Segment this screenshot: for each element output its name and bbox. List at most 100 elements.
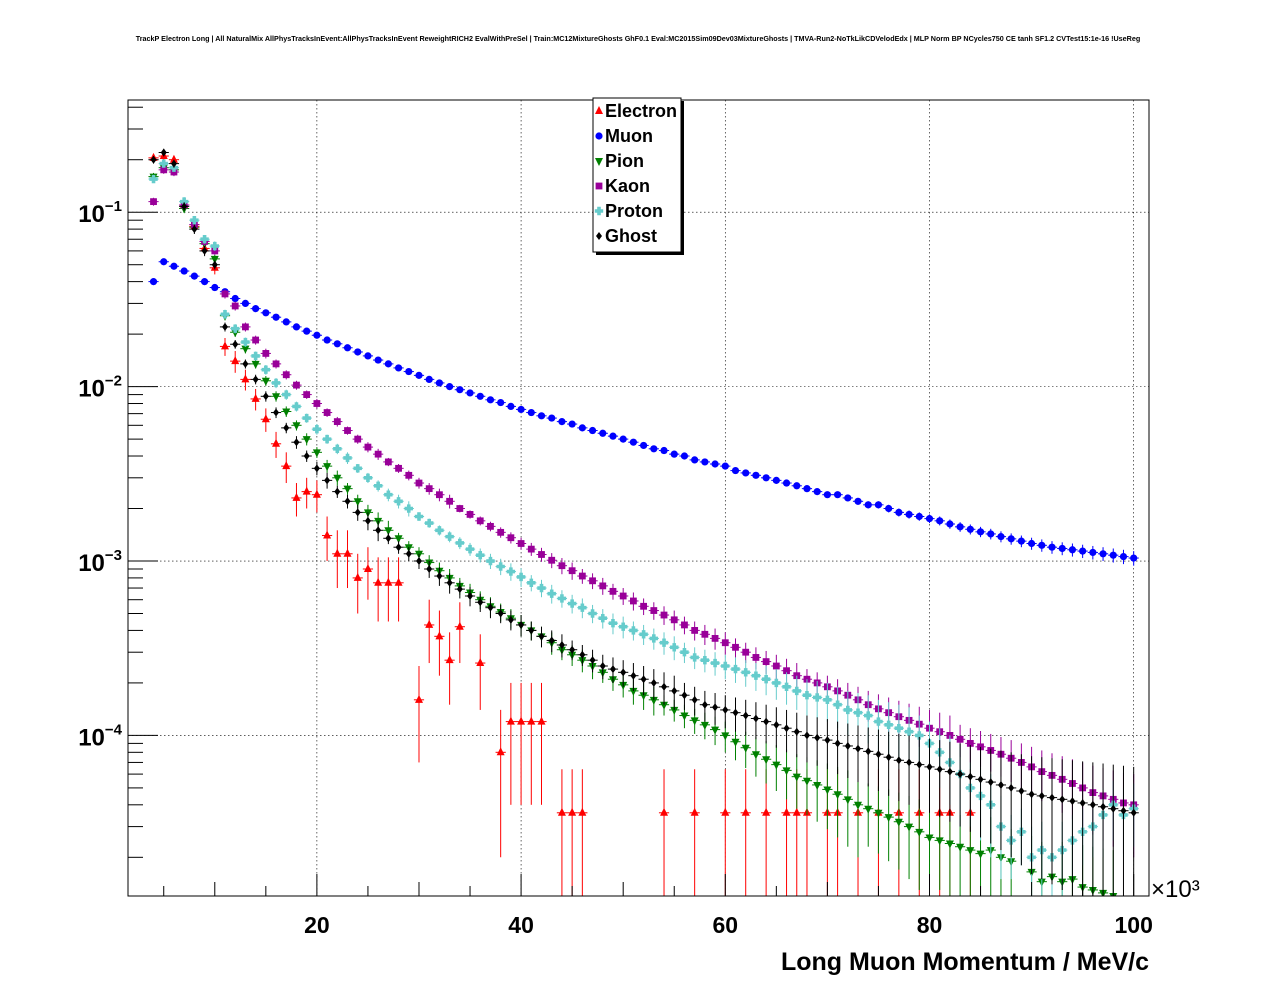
data-point — [863, 501, 874, 509]
point-marker — [353, 498, 362, 507]
point-marker — [210, 241, 219, 251]
data-point — [393, 463, 404, 473]
point-marker — [476, 517, 484, 525]
data-point — [260, 376, 271, 386]
point-marker — [293, 381, 300, 389]
point-marker — [976, 850, 985, 859]
point-marker — [987, 530, 995, 538]
data-point — [883, 789, 894, 862]
point-marker — [599, 582, 607, 590]
legend: Electron Muon Pion Kaon Proton Ghost — [592, 97, 684, 255]
data-point — [1046, 541, 1058, 554]
y-tick-label: 10−1 — [78, 198, 122, 228]
point-marker — [1089, 548, 1097, 557]
point-marker — [476, 550, 485, 560]
point-marker — [721, 462, 729, 470]
data-point — [658, 769, 670, 896]
point-marker — [242, 323, 249, 331]
point-marker — [609, 665, 616, 674]
point-marker — [292, 422, 301, 431]
data-point — [893, 508, 904, 517]
data-point — [373, 448, 384, 460]
point-marker — [946, 520, 954, 528]
data-point — [270, 407, 282, 419]
point-marker — [435, 631, 444, 640]
data-point — [822, 682, 833, 722]
legend-marker-electron — [595, 106, 603, 114]
legend-label-electron: Electron — [605, 101, 677, 121]
data-point — [720, 654, 731, 680]
data-point — [434, 488, 445, 502]
data-point — [321, 434, 333, 444]
point-marker — [272, 393, 281, 402]
point-marker — [160, 148, 167, 157]
data-point — [720, 695, 731, 729]
data-point — [301, 327, 312, 335]
data-point — [597, 429, 608, 437]
data-point — [454, 504, 465, 513]
y-tick-label: 10−4 — [78, 721, 122, 751]
data-point — [914, 736, 925, 809]
data-point — [812, 681, 823, 719]
point-marker — [395, 464, 402, 472]
data-point — [1016, 535, 1027, 548]
data-point — [515, 615, 527, 637]
data-point — [219, 309, 231, 320]
point-marker — [272, 360, 280, 368]
data-point — [362, 512, 374, 531]
point-marker — [466, 511, 474, 518]
point-marker — [231, 356, 240, 365]
point-marker — [446, 497, 454, 505]
point-marker — [1008, 783, 1015, 792]
point-marker — [691, 627, 699, 634]
point-marker — [405, 471, 413, 479]
data-point — [761, 740, 772, 784]
point-marker — [272, 313, 280, 321]
data-point — [679, 682, 690, 710]
point-marker — [251, 360, 260, 369]
data-point — [311, 480, 322, 513]
point-marker — [639, 692, 648, 701]
data-point — [413, 553, 425, 569]
data-point — [679, 452, 690, 460]
data-point — [393, 541, 404, 554]
point-marker — [507, 534, 515, 542]
point-marker — [721, 639, 729, 647]
point-marker — [599, 662, 606, 671]
point-marker — [956, 523, 964, 531]
point-marker — [742, 648, 750, 656]
data-point — [914, 512, 925, 521]
point-marker — [1120, 806, 1127, 815]
data-point — [495, 709, 506, 858]
data-point — [832, 721, 843, 775]
data-point — [893, 733, 904, 802]
data-point — [352, 348, 363, 356]
data-point — [812, 488, 823, 496]
data-point — [587, 604, 598, 624]
data-point — [536, 412, 547, 420]
data-point — [1067, 543, 1078, 557]
data-point — [260, 348, 271, 359]
data-point — [179, 202, 190, 211]
data-point — [250, 305, 261, 313]
point-marker — [303, 452, 310, 461]
point-marker — [1119, 552, 1128, 561]
data-series — [148, 148, 1139, 896]
point-marker — [844, 741, 851, 750]
data-point — [270, 359, 282, 369]
point-marker — [426, 564, 433, 573]
data-point — [567, 594, 578, 614]
data-point — [454, 386, 465, 394]
series-ghost — [148, 148, 1139, 896]
data-point — [1067, 760, 1078, 896]
data-point — [781, 709, 792, 753]
point-marker — [384, 527, 393, 536]
point-marker — [793, 727, 800, 736]
data-point — [342, 426, 353, 435]
point-marker — [455, 538, 465, 548]
data-point — [219, 322, 231, 332]
data-point — [536, 682, 547, 805]
data-point — [281, 318, 292, 326]
data-point — [567, 562, 578, 580]
point-marker — [292, 323, 301, 331]
